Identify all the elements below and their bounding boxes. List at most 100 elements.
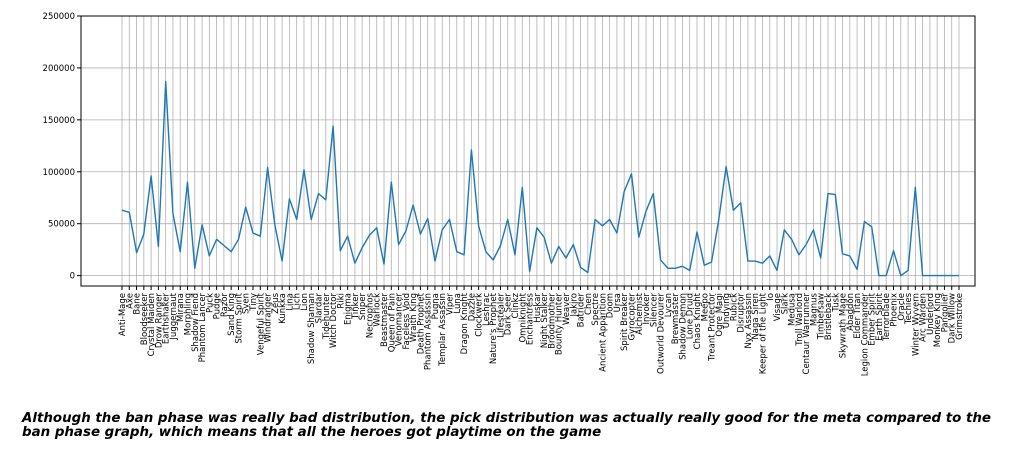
x-tick-label: Tusk	[831, 293, 841, 313]
x-tick-label: Shadow Fiend	[191, 293, 201, 352]
x-tick-label: Storm Spirit	[234, 292, 244, 343]
x-tick-label: Lich	[293, 293, 303, 310]
x-tick-label: Witch Doctor	[329, 292, 339, 348]
x-tick-label: Pangolier	[940, 293, 950, 333]
y-axis: 0 50000 100000 150000 200000 250000	[43, 12, 81, 282]
x-tick-label: Beastmaster	[380, 293, 390, 348]
y-tick-label: 100000	[43, 168, 75, 178]
x-tick-label: Bloodseeker	[140, 293, 150, 346]
x-tick-label: Broodmother	[547, 293, 557, 349]
x-tick-label: Enigma	[344, 293, 354, 325]
x-tick-label: Underlord	[926, 293, 936, 335]
x-tick-label: Phantom Lancer	[198, 293, 208, 363]
x-tick-label: Night Stalker	[540, 293, 550, 349]
x-tick-label: Arc Warden	[919, 293, 929, 342]
x-tick-label: Bounty Hunter	[555, 293, 565, 356]
x-tick-label: Dragon Knight	[460, 292, 470, 354]
x-tick-label: Techies	[904, 292, 914, 325]
x-tick-label: Lion	[300, 293, 310, 311]
x-tick-label: Slark	[780, 293, 790, 314]
x-tick-label: Dazzle	[467, 293, 477, 321]
x-tick-label: Clockwerk	[475, 293, 485, 337]
x-tick-label: Batrider	[577, 293, 587, 328]
x-tick-label: Troll Warlord	[795, 293, 805, 347]
x-tick-label: Disruptor	[737, 292, 747, 332]
x-tick-label: Juggernaut	[169, 292, 179, 340]
x-tick-label: Mirana	[176, 293, 186, 322]
x-tick-label: Warlock	[373, 293, 383, 327]
x-tick-label: Jakiro	[569, 293, 579, 318]
x-tick-label: Enchantress	[526, 292, 536, 345]
x-tick-label: Axe	[125, 293, 135, 309]
caption-text: Although the ban phase was really bad di…	[22, 411, 991, 440]
x-tick-label: Windranger	[264, 293, 274, 343]
x-tick-label: Chen	[584, 293, 594, 315]
x-tick-label: Abaddon	[846, 293, 856, 331]
x-tick-label: Medusa	[788, 293, 798, 326]
x-tick-label: Tinker	[351, 293, 361, 321]
x-tick-label: Meepo	[700, 293, 710, 321]
x-tick-label: Tiny	[249, 293, 259, 312]
x-tick-label: Drow Ranger	[154, 293, 164, 349]
x-tick-label: Shadow Shaman	[307, 293, 317, 364]
x-tick-label: Phoenix	[889, 293, 899, 327]
x-tick-label: Bane	[133, 293, 143, 315]
x-tick-label: Luna	[453, 293, 463, 314]
x-tick-label: Crystal Maiden	[147, 293, 157, 356]
x-tick-label: Magnus	[809, 292, 819, 326]
x-tick-label: Sven	[242, 293, 252, 314]
x-tick-label: Winter Wyvern	[911, 293, 921, 356]
x-tick-label: Silencer	[649, 293, 659, 328]
x-tick-label: Outworld Devourer	[657, 293, 667, 374]
x-tick-label: Visage	[773, 293, 783, 321]
x-tick-label: Dark Willow	[948, 293, 958, 343]
x-tick-label: Nature's Prophet	[489, 292, 499, 364]
x-tick-label: Alchemist	[635, 292, 645, 335]
x-tick-label: Ursa	[613, 293, 623, 312]
x-tick-label: Doom	[606, 293, 616, 318]
y-tick-label: 150000	[43, 116, 75, 126]
x-tick-label: Timbersaw	[817, 293, 827, 340]
x-tick-label: Oracle	[897, 293, 907, 321]
x-tick-label: Riki	[336, 293, 346, 309]
x-tick-label: Faceless Void	[402, 293, 412, 349]
x-tick-label: Morphling	[184, 293, 194, 335]
x-tick-label: Bristleback	[824, 293, 834, 340]
series-line	[121, 80, 959, 277]
series-layer	[121, 80, 960, 277]
x-tick-label: Wraith King	[409, 293, 419, 342]
x-tick-label: Lone Druid	[686, 293, 696, 339]
x-tick-label: Terrorblade	[882, 293, 892, 342]
x-tick-label: Lina	[285, 293, 295, 311]
x-tick-label: Earth Spirit	[875, 292, 885, 341]
x-tick-label: Grimstroke	[955, 293, 965, 340]
x-tick-label: Keeper of the Light	[758, 292, 768, 374]
x-tick-label: Sniper	[358, 292, 368, 320]
x-tick-label: Anti-Mage	[118, 293, 128, 336]
x-tick-label: Sand King	[227, 293, 237, 336]
x-tick-label: Io	[766, 293, 776, 301]
x-tick-label: Monkey King	[933, 293, 943, 347]
x-tick-label: Venomancer	[395, 292, 405, 346]
x-tick-label: Gyrocopter	[627, 292, 637, 340]
y-tick-label: 0	[70, 272, 75, 282]
x-tick-label: Skywrath Mage	[839, 293, 849, 358]
x-tick-label: Clinkz	[511, 292, 521, 318]
x-tick-label: Ancient Apparition	[598, 293, 608, 372]
x-tick-label: Vengeful Spirit	[256, 292, 266, 355]
x-tick-label: Puck	[205, 293, 215, 313]
x-tick-label: Slardar	[315, 293, 325, 324]
x-tick-label: Invoker	[642, 292, 652, 324]
x-tick-label: Omniknight	[518, 292, 528, 342]
x-tick-label: Spirit Breaker	[620, 292, 630, 350]
x-tick-label: Ember Spirit	[868, 292, 878, 345]
x-tick-label: Lifestealer	[496, 292, 506, 337]
x-tick-label: Queen of Pain	[387, 293, 397, 352]
x-tick-label: Legion Commander	[860, 293, 870, 377]
x-tick-label: Viper	[446, 292, 456, 315]
x-tick-label: Pugna	[431, 293, 441, 319]
x-tick-label: Undying	[722, 293, 732, 328]
x-tick-label: Phantom Assassin	[424, 293, 434, 370]
x-tick-label: Brewmaster	[671, 292, 681, 344]
x-tick-label: Dark Seer	[504, 293, 514, 336]
